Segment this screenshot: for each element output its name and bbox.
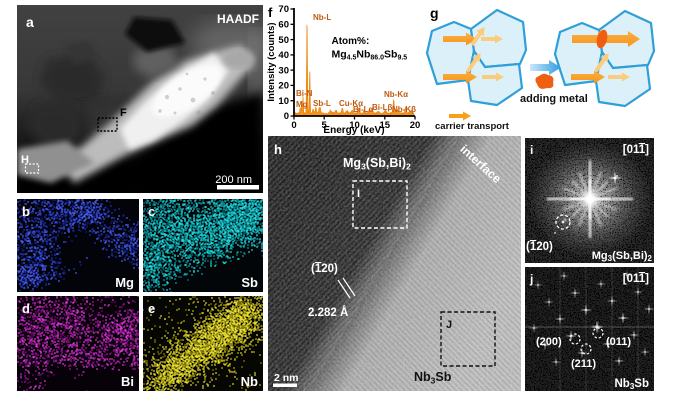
svg-text:20: 20: [410, 120, 421, 131]
svg-text:2.282 Å: 2.282 Å: [308, 306, 348, 319]
svg-text:h: h: [274, 142, 282, 157]
svg-text:2 nm: 2 nm: [274, 372, 299, 384]
svg-text:5: 5: [322, 120, 328, 131]
svg-text:Nb3Sb: Nb3Sb: [615, 378, 650, 391]
svg-text:(120): (120): [526, 241, 553, 253]
svg-text:F: F: [120, 107, 127, 119]
svg-text:50: 50: [278, 35, 289, 46]
svg-text:Bi: Bi: [121, 374, 134, 389]
svg-text:b: b: [22, 204, 30, 219]
svg-text:j: j: [529, 272, 533, 286]
svg-text:Sb-L: Sb-L: [313, 99, 331, 108]
svg-text:Mg3(Sb,Bi)2: Mg3(Sb,Bi)2: [343, 156, 411, 172]
svg-text:15: 15: [380, 120, 391, 131]
svg-text:Nb: Nb: [241, 374, 258, 389]
svg-text:Nb-Kβ: Nb-Kβ: [392, 105, 416, 114]
svg-text:I: I: [357, 188, 360, 200]
svg-text:Mg: Mg: [115, 275, 134, 290]
svg-text:a: a: [26, 14, 34, 30]
svg-text:200 nm: 200 nm: [215, 174, 252, 186]
svg-text:HAADF: HAADF: [217, 12, 259, 26]
svg-text:Mg3(Sb,Bi)2: Mg3(Sb,Bi)2: [592, 250, 653, 263]
svg-text:i: i: [530, 143, 533, 157]
svg-text:Cu-Kα: Cu-Kα: [339, 99, 363, 108]
svg-text:30: 30: [278, 65, 289, 76]
svg-text:Intensity (counts): Intensity (counts): [266, 22, 277, 101]
svg-text:Bi-Lα: Bi-Lα: [353, 105, 374, 114]
svg-text:(120): (120): [311, 263, 338, 275]
svg-text:J: J: [446, 319, 452, 331]
svg-text:0: 0: [284, 111, 289, 122]
svg-text:Bi-N: Bi-N: [296, 89, 313, 98]
svg-text:f: f: [268, 5, 273, 20]
svg-text:0: 0: [291, 120, 296, 131]
svg-text:H: H: [21, 154, 29, 166]
svg-text:Mg4.5Nb86.0Sb9.5: Mg4.5Nb86.0Sb9.5: [332, 49, 408, 62]
svg-text:70: 70: [278, 4, 289, 15]
svg-text:Sb: Sb: [241, 275, 258, 290]
svg-text:Nb-L: Nb-L: [313, 13, 331, 22]
svg-text:Nb-Kα: Nb-Kα: [384, 90, 408, 99]
svg-text:(211): (211): [571, 358, 596, 370]
svg-text:10: 10: [349, 120, 360, 131]
svg-text:Bi-Lβ: Bi-Lβ: [372, 103, 393, 112]
svg-text:e: e: [148, 301, 155, 316]
svg-text:Atom%:: Atom%:: [332, 36, 370, 47]
svg-text:[011]: [011]: [623, 273, 649, 285]
svg-text:adding metal: adding metal: [520, 93, 588, 105]
svg-text:Energy (keV): Energy (keV): [323, 125, 384, 136]
svg-text:g: g: [430, 5, 439, 21]
svg-text:40: 40: [278, 50, 289, 61]
svg-text:Nb3Sb: Nb3Sb: [414, 370, 452, 386]
svg-text:[011]: [011]: [623, 144, 649, 156]
svg-text:c: c: [148, 204, 155, 219]
svg-text:Mg: Mg: [296, 100, 308, 109]
svg-text:60: 60: [278, 20, 289, 31]
svg-text:(011): (011): [606, 336, 631, 348]
svg-text:10: 10: [278, 96, 289, 107]
svg-text:carrier transport: carrier transport: [435, 121, 510, 132]
svg-text:d: d: [22, 301, 30, 316]
svg-text:20: 20: [278, 81, 289, 92]
svg-text:(200): (200): [536, 336, 562, 348]
